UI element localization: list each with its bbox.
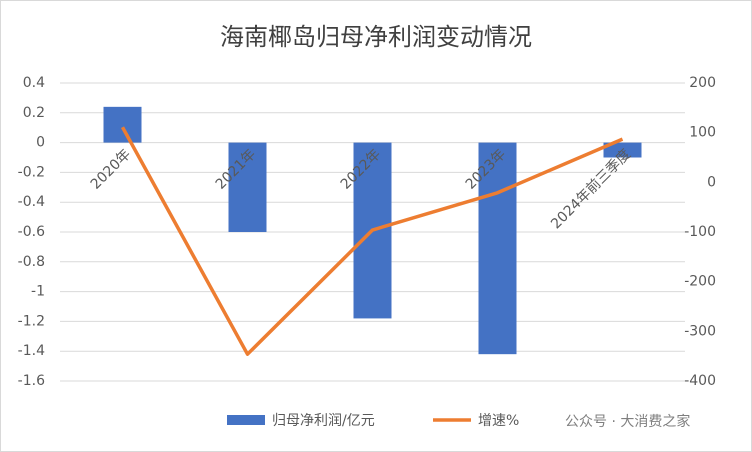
y-tick-label: 0	[36, 135, 45, 151]
y-tick-label: 0.4	[23, 75, 45, 91]
y-tick-label: -0.6	[18, 224, 45, 240]
y-tick-label: -0.2	[18, 164, 45, 180]
y-tick-label: -1	[31, 284, 45, 300]
bar	[103, 106, 142, 143]
bar	[603, 142, 642, 158]
legend-swatch	[227, 415, 265, 425]
legend-label: 增速%	[478, 413, 519, 429]
y2-tick-label: 200	[689, 75, 716, 91]
y2-tick-label: 100	[689, 125, 716, 141]
y-tick-label: 0.2	[23, 105, 45, 121]
bar	[228, 142, 267, 232]
legend-label: 归母净利润/亿元	[272, 412, 375, 429]
y-tick-label: -0.4	[18, 194, 45, 210]
y2-tick-label: -200	[684, 274, 716, 290]
y-tick-label: -1.6	[18, 373, 45, 389]
watermark: 公众号 · 大消费之家	[565, 413, 690, 430]
y-tick-label: -0.8	[18, 254, 45, 270]
chart-title: 海南椰岛归母净利润变动情况	[220, 23, 532, 51]
y2-tick-label: -400	[684, 373, 716, 389]
line	[120, 126, 624, 356]
y2-tick-label: -300	[684, 323, 716, 339]
y2-tick-label: 0	[707, 174, 716, 190]
y-tick-label: -1.4	[18, 343, 45, 359]
bar	[478, 142, 517, 355]
y-tick-label: -1.2	[18, 313, 45, 329]
y2-tick-label: -100	[684, 224, 716, 240]
